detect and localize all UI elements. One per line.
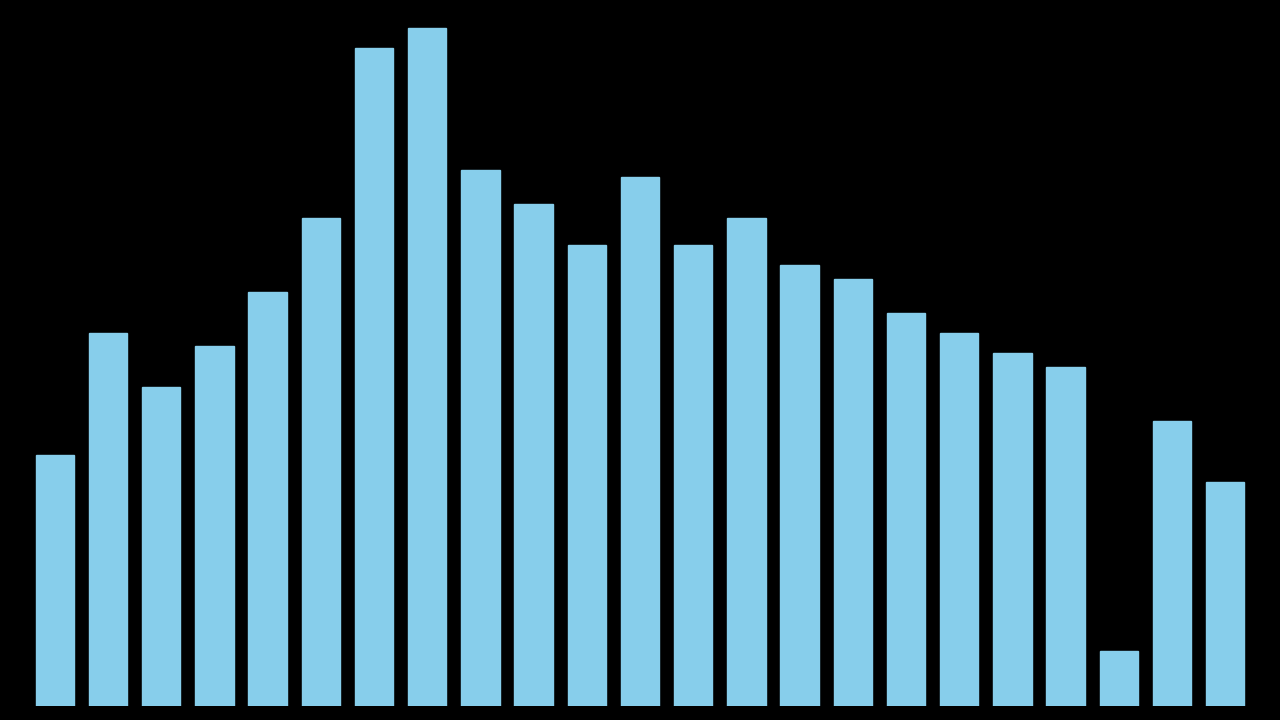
Bar (567, 245, 605, 706)
Bar (727, 217, 765, 706)
Bar (515, 204, 553, 706)
Bar (248, 292, 287, 706)
Bar (1100, 652, 1138, 706)
Bar (781, 265, 819, 706)
Bar (675, 245, 713, 706)
Bar (1047, 366, 1084, 706)
Bar (88, 333, 127, 706)
Bar (940, 333, 978, 706)
Bar (621, 177, 659, 706)
Bar (302, 217, 340, 706)
Bar (142, 387, 180, 706)
Bar (1206, 482, 1244, 706)
Bar (1153, 421, 1192, 706)
Bar (408, 28, 447, 706)
Bar (461, 170, 499, 706)
Bar (833, 279, 872, 706)
Bar (993, 354, 1032, 706)
Bar (36, 455, 74, 706)
Bar (196, 346, 233, 706)
Bar (355, 48, 393, 706)
Bar (887, 312, 925, 706)
